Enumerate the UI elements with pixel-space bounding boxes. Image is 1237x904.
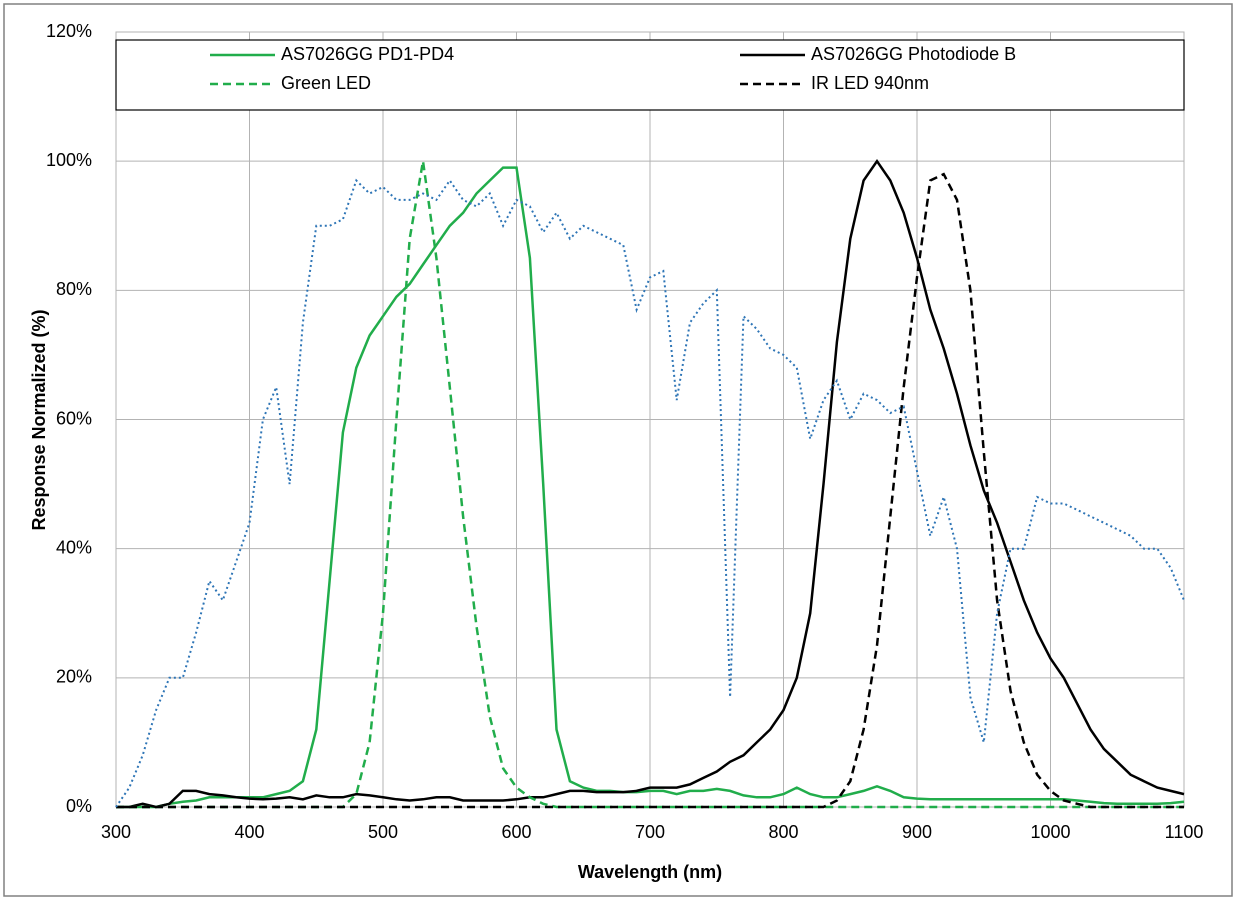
frame — [3, 3, 1233, 897]
legend-box — [115, 39, 1185, 111]
y-tick-label: 20% — [56, 667, 92, 687]
y-axis-title: Response Normalized (%) — [29, 309, 49, 530]
y-tick-label: 120% — [46, 21, 92, 41]
x-axis-title: Wavelength (nm) — [578, 862, 722, 882]
x-tick-label: 500 — [368, 822, 398, 842]
x-tick-label: 800 — [768, 822, 798, 842]
legend-label: AS7026GG Photodiode B — [811, 44, 1016, 64]
series-line — [115, 178, 1185, 808]
x-tick-label: 300 — [101, 822, 131, 842]
series-line — [116, 159, 1185, 809]
y-tick-label: 0% — [66, 796, 92, 816]
x-tick-label: 900 — [902, 822, 932, 842]
y-tick-label: 60% — [56, 408, 92, 428]
x-tick-label: 1000 — [1030, 822, 1070, 842]
series-line — [116, 172, 1184, 809]
x-tick-label: 1100 — [1165, 822, 1204, 842]
legend-label: AS7026GG PD1-PD4 — [281, 44, 454, 64]
x-tick-label: 400 — [234, 822, 264, 842]
y-tick-label: 40% — [56, 537, 92, 557]
legend-label: Green LED — [281, 73, 371, 93]
y-tick-label: 80% — [56, 279, 92, 299]
x-tick-label: 700 — [635, 822, 665, 842]
y-tick-label: 100% — [46, 150, 92, 170]
series-line — [116, 166, 1185, 809]
x-tick-label: 600 — [501, 822, 531, 842]
legend-label: IR LED 940nm — [811, 73, 929, 93]
